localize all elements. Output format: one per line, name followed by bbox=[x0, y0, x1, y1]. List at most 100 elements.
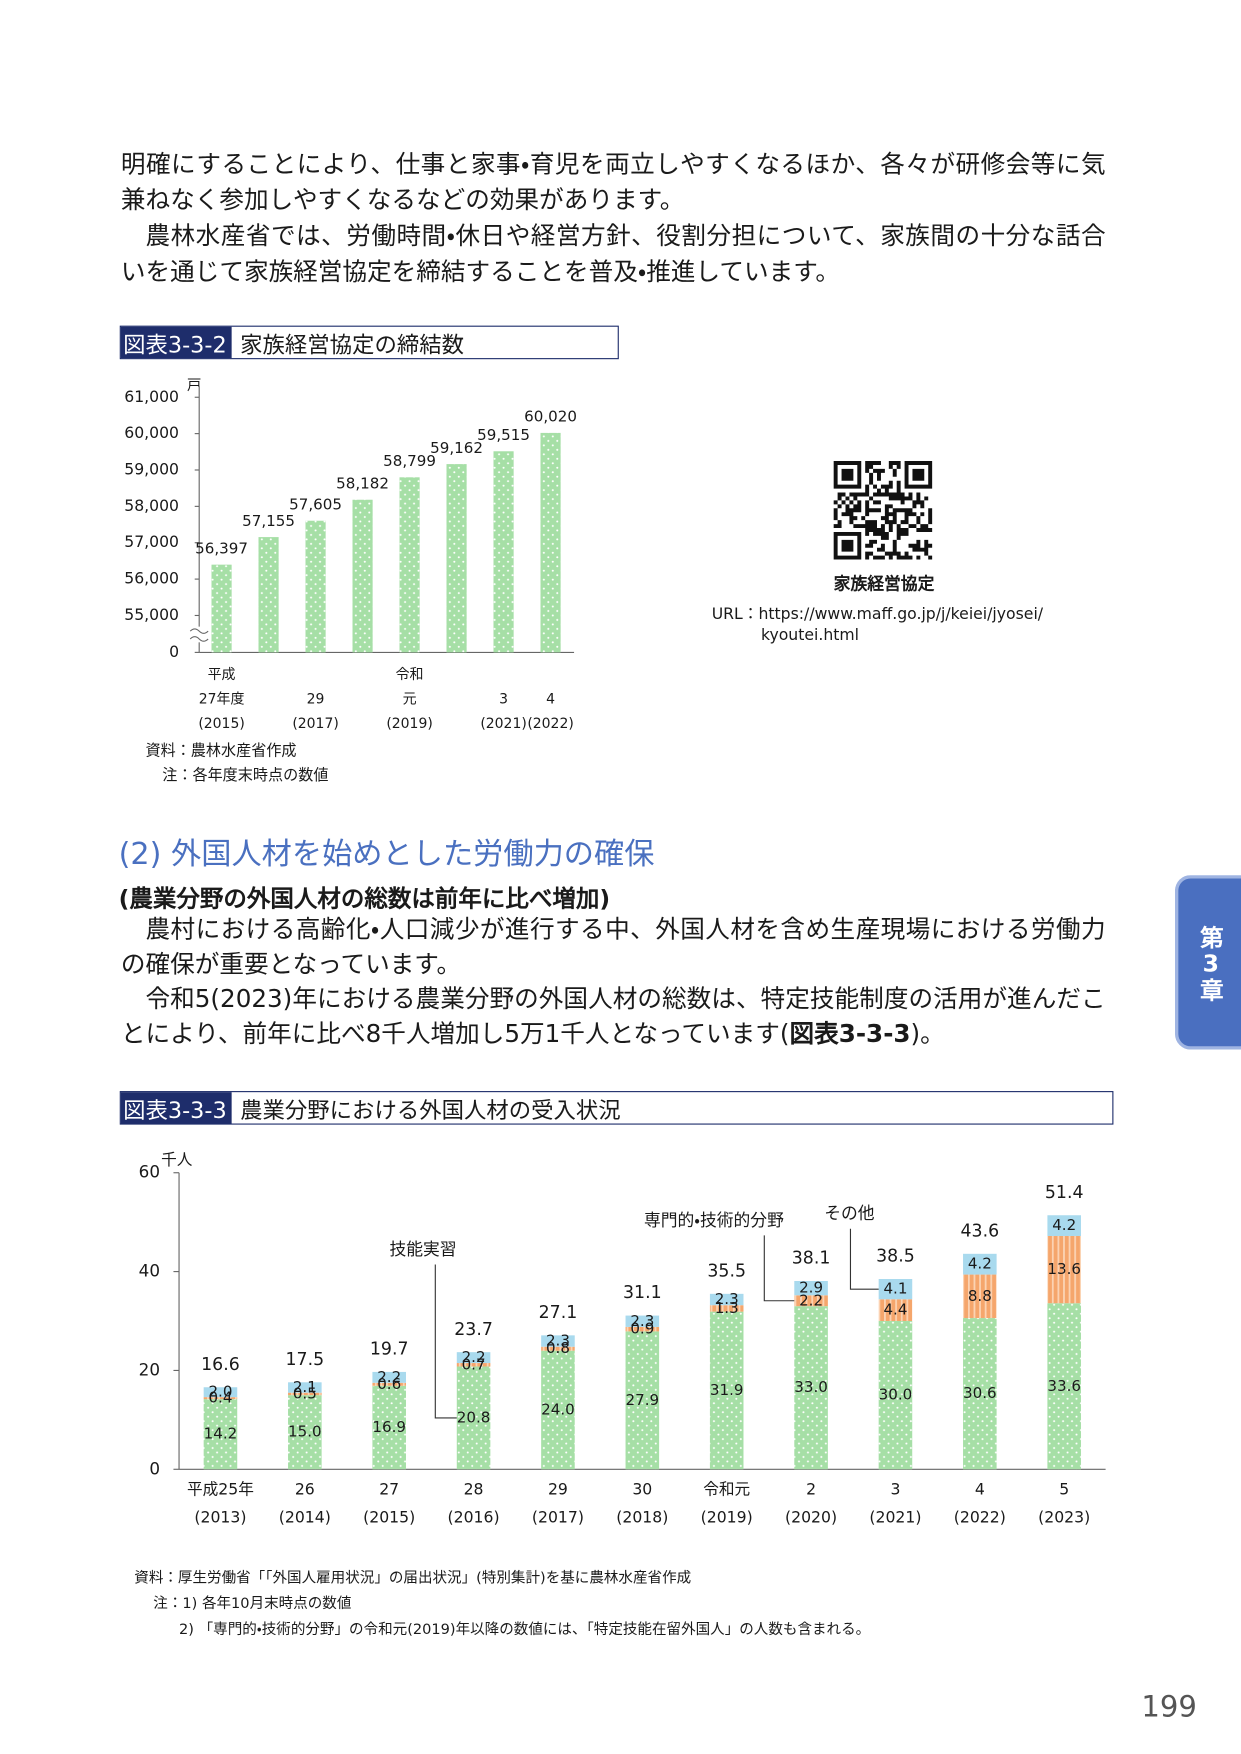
bar-segment bbox=[372, 1385, 406, 1470]
bar bbox=[399, 477, 420, 653]
y-tick-label: 56,000 bbox=[124, 569, 179, 588]
figure-title-box: 図表3-3-2 家族経営協定の締結数 bbox=[119, 325, 619, 360]
url-line: kyoutei.html bbox=[760, 626, 860, 645]
bar-segment bbox=[456, 1366, 491, 1470]
y-tick-label: 58,000 bbox=[124, 496, 179, 515]
value-label: 4.4 bbox=[883, 1301, 907, 1319]
bar-segment bbox=[709, 1311, 744, 1470]
legend-label: 技能実習 bbox=[389, 1239, 456, 1259]
value-label: 31.9 bbox=[710, 1381, 744, 1399]
total-label: 16.6 bbox=[201, 1355, 240, 1375]
paragraph: 明確にすることにより、仕事と家事・育児を両立しやすくなるほか、各々が研修会等に気… bbox=[120, 151, 1106, 215]
bar-segment bbox=[625, 1331, 660, 1470]
bar-segment bbox=[709, 1305, 744, 1312]
bar-segment bbox=[203, 1387, 238, 1398]
bar-segment bbox=[878, 1321, 913, 1470]
x-tick-label: 平成 27年度(2015) bbox=[198, 667, 244, 732]
x-tick-label: 令和元(2019) bbox=[386, 667, 432, 732]
bar-segment bbox=[625, 1315, 660, 1327]
bar-segment bbox=[878, 1279, 913, 1300]
paragraph: 令和5(2023)年における農業分野の外国人材の総数は、特定技能制度の活用が進ん… bbox=[121, 983, 1106, 1052]
note: 注：各年度末時点の数値 bbox=[162, 766, 329, 785]
bar-segment bbox=[541, 1346, 575, 1351]
legend-label: その他 bbox=[824, 1203, 875, 1223]
figure-title: 農業分野における外国人材の受入状況 bbox=[240, 1096, 621, 1123]
value-label: 2.1 bbox=[293, 1378, 317, 1396]
bar-segment bbox=[709, 1293, 744, 1306]
bar bbox=[352, 499, 373, 653]
bar-segment bbox=[541, 1350, 575, 1470]
value-label: 59,162 bbox=[430, 439, 483, 457]
x-tick-label: 3 (2021) bbox=[869, 1479, 921, 1526]
value-label: 2.3 bbox=[715, 1290, 739, 1308]
value-label: 24.0 bbox=[541, 1400, 575, 1418]
value-label: 1.3 bbox=[715, 1299, 739, 1317]
value-label: 56,397 bbox=[195, 539, 248, 557]
value-label: 2.2 bbox=[462, 1348, 486, 1366]
legend-leader bbox=[763, 1235, 795, 1302]
axis-break bbox=[189, 628, 209, 642]
x-tick-label: 28 (2016) bbox=[448, 1479, 500, 1526]
value-label: 20.8 bbox=[457, 1408, 491, 1426]
total-label: 38.5 bbox=[876, 1247, 915, 1267]
bar bbox=[305, 520, 326, 653]
figure-label: 図表3-3-2 bbox=[120, 326, 232, 359]
total-label: 23.7 bbox=[454, 1320, 493, 1340]
value-label: 15.0 bbox=[288, 1423, 322, 1441]
figure-title-box: 図表3-3-3 農業分野における外国人材の受入状況 bbox=[119, 1091, 1114, 1125]
total-label: 51.4 bbox=[1045, 1183, 1084, 1203]
axis-unit: 戸 bbox=[187, 378, 202, 394]
value-label: 2.2 bbox=[799, 1291, 823, 1309]
x-tick-label: 29 (2017) bbox=[532, 1479, 584, 1526]
value-label: 2.0 bbox=[208, 1383, 232, 1401]
value-label: 57,605 bbox=[289, 496, 342, 514]
value-label: 59,515 bbox=[477, 426, 530, 444]
bar bbox=[258, 537, 279, 653]
legend-leader bbox=[434, 1264, 457, 1419]
qr-code bbox=[833, 461, 933, 560]
value-label: 8.8 bbox=[968, 1287, 992, 1305]
value-label: 2.3 bbox=[630, 1312, 654, 1330]
bar-segment bbox=[963, 1318, 997, 1470]
figure-title: 家族経営協定の締結数 bbox=[240, 330, 464, 358]
value-label: 58,182 bbox=[336, 475, 389, 493]
bar-segment bbox=[372, 1382, 406, 1386]
chapter-tab: 第3章 bbox=[1174, 875, 1241, 1050]
x-tick-label: 26 (2014) bbox=[279, 1479, 331, 1526]
y-tick-label: 40 bbox=[139, 1261, 160, 1281]
bar-segment bbox=[203, 1399, 238, 1470]
bar-segment bbox=[963, 1253, 997, 1275]
value-label: 33.0 bbox=[794, 1378, 828, 1396]
y-tick-label: 60,000 bbox=[124, 423, 179, 442]
value-label: 2.2 bbox=[377, 1368, 401, 1386]
text: 令和5(2023)年における農業分野の外国人材の総数は、特定技能制度の活用が進ん… bbox=[120, 985, 1106, 1049]
qr-caption: 家族経営協定 bbox=[833, 574, 935, 595]
bar-segment bbox=[541, 1335, 575, 1347]
total-label: 17.5 bbox=[286, 1350, 325, 1370]
bar-segment bbox=[288, 1395, 322, 1470]
text: )。 bbox=[910, 1020, 945, 1049]
x-tick-label: 3 (2021) bbox=[480, 691, 526, 732]
value-label: 4.2 bbox=[1052, 1216, 1076, 1234]
bar-segment bbox=[878, 1299, 913, 1322]
bar bbox=[446, 464, 467, 653]
value-label: 27.9 bbox=[626, 1391, 660, 1409]
bar-segment bbox=[288, 1392, 322, 1396]
figure-label: 図表3-3-3 bbox=[120, 1092, 232, 1124]
value-label: 58,799 bbox=[383, 452, 436, 470]
bar bbox=[211, 564, 232, 653]
axis-unit: 千人 bbox=[161, 1150, 193, 1169]
source-note: 資料：厚生労働省「「外国人雇用状況」の届出状況」(特別集計)を基に農林水産省作成 bbox=[134, 1569, 692, 1587]
page-number: 199 bbox=[1141, 1690, 1197, 1725]
y-tick-label: 0 bbox=[169, 642, 179, 661]
value-label: 0.8 bbox=[546, 1339, 570, 1357]
paragraph: 農林水産省では、労働時間・休日や経営方針、役割分担について、家族間の十分な話合い… bbox=[120, 222, 1106, 287]
value-label: 0.9 bbox=[630, 1320, 654, 1338]
value-label: 13.6 bbox=[1047, 1260, 1081, 1278]
bar-segment bbox=[372, 1371, 406, 1383]
value-label: 16.9 bbox=[372, 1418, 406, 1436]
y-tick-label: 0 bbox=[149, 1458, 160, 1478]
legend-leader bbox=[849, 1228, 879, 1290]
